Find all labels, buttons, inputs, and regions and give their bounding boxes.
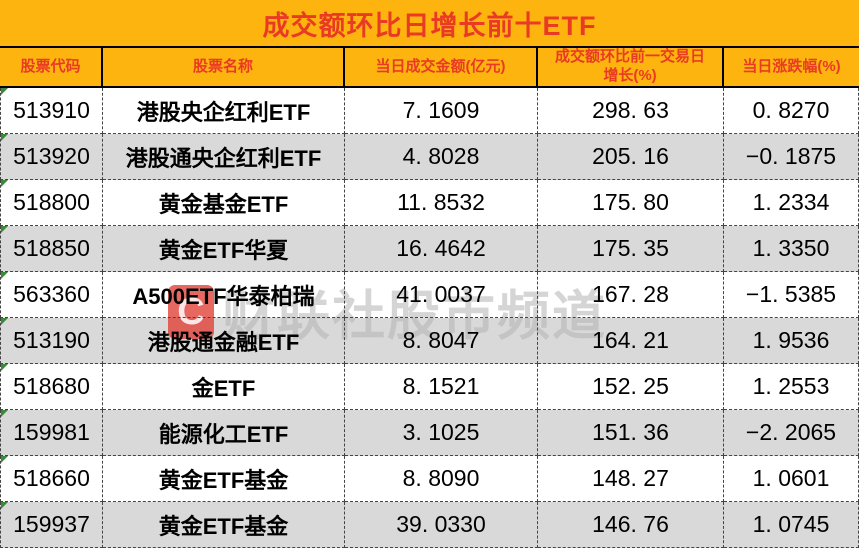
cell-amount: 39. 0330 (345, 502, 538, 548)
cell-change: 1. 0745 (724, 502, 859, 548)
table-row: 563360 A500ETF华泰柏瑞 41. 0037 167. 28 −1. 5385 (0, 272, 859, 318)
cell-amount: 3. 1025 (345, 410, 538, 456)
cell-amount: 8. 8047 (345, 318, 538, 364)
cell-name: 黄金基金ETF (103, 180, 345, 226)
cell-amount: 41. 0037 (345, 272, 538, 318)
table-body: 513910 港股央企红利ETF 7. 1609 298. 63 0. 8270 5139… (0, 88, 859, 548)
table-row: 159981 能源化工ETF 3. 1025 151. 36 −2. 2065 (0, 410, 859, 456)
table-row: 518800 黄金基金ETF 11. 8532 175. 80 1. 2334 (0, 180, 859, 226)
cell-growth: 175. 80 (538, 180, 724, 226)
cell-code: 159981 (0, 410, 103, 456)
column-header-3: 当日成交金额(亿元) (345, 48, 538, 86)
cell-growth: 175. 35 (538, 226, 724, 272)
cell-name: 港股通金融ETF (103, 318, 345, 364)
table-row: 518850 黄金ETF华夏 16. 4642 175. 35 1. 3350 (0, 226, 859, 272)
cell-name: 金ETF (103, 364, 345, 410)
column-header-1: 股票代码 (0, 48, 103, 86)
cell-name: 港股央企红利ETF (103, 88, 345, 134)
cell-change: 1. 3350 (724, 226, 859, 272)
cell-amount: 8. 8090 (345, 456, 538, 502)
cell-code: 518680 (0, 364, 103, 410)
cell-amount: 7. 1609 (345, 88, 538, 134)
cell-amount: 4. 8028 (345, 134, 538, 180)
table-row: 159937 黄金ETF基金 39. 0330 146. 76 1. 0745 (0, 502, 859, 548)
cell-code: 513190 (0, 318, 103, 364)
cell-amount: 8. 1521 (345, 364, 538, 410)
cell-code: 518660 (0, 456, 103, 502)
table-row: 518680 金ETF 8. 1521 152. 25 1. 2553 (0, 364, 859, 410)
cell-code: 518800 (0, 180, 103, 226)
cell-growth: 146. 76 (538, 502, 724, 548)
cell-change: 1. 0601 (724, 456, 859, 502)
cell-name: 黄金ETF基金 (103, 502, 345, 548)
cell-growth: 164. 21 (538, 318, 724, 364)
cell-code: 513910 (0, 88, 103, 134)
table-row: 513910 港股央企红利ETF 7. 1609 298. 63 0. 8270 (0, 88, 859, 134)
cell-amount: 16. 4642 (345, 226, 538, 272)
cell-growth: 167. 28 (538, 272, 724, 318)
cell-name: 黄金ETF华夏 (103, 226, 345, 272)
cell-growth: 148. 27 (538, 456, 724, 502)
cell-change: −1. 5385 (724, 272, 859, 318)
cell-growth: 205. 16 (538, 134, 724, 180)
cell-change: 1. 2553 (724, 364, 859, 410)
cell-growth: 152. 25 (538, 364, 724, 410)
table-header-row: 股票代码 股票名称 当日成交金额(亿元) 成交额环比前一交易日增长(%) 当日涨跌幅(%… (0, 48, 859, 88)
cell-code: 159937 (0, 502, 103, 548)
table-row: 513920 港股通央企红利ETF 4. 8028 205. 16 −0. 1875 (0, 134, 859, 180)
table-row: 518660 黄金ETF基金 8. 8090 148. 27 1. 0601 (0, 456, 859, 502)
cell-name: 能源化工ETF (103, 410, 345, 456)
column-header-5: 当日涨跌幅(%) (742, 57, 841, 75)
cell-change: 1. 9536 (724, 318, 859, 364)
cell-code: 513920 (0, 134, 103, 180)
table-title: 成交额环比日增长前十ETF (0, 0, 859, 48)
cell-growth: 298. 63 (538, 88, 724, 134)
column-header-2: 股票名称 (103, 48, 345, 86)
table-row: 513190 港股通金融ETF 8. 8047 164. 21 1. 9536 (0, 318, 859, 364)
cell-change: 0. 8270 (724, 88, 859, 134)
cell-code: 518850 (0, 226, 103, 272)
cell-amount: 11. 8532 (345, 180, 538, 226)
cell-growth: 151. 36 (538, 410, 724, 456)
cell-change: 1. 2334 (724, 180, 859, 226)
cell-name: 黄金ETF基金 (103, 456, 345, 502)
column-header-4: 成交额环比前一交易日增长(%) (538, 48, 724, 86)
cell-change: −0. 1875 (724, 134, 859, 180)
cell-change: −2. 2065 (724, 410, 859, 456)
cell-name: A500ETF华泰柏瑞 (103, 272, 345, 318)
cell-name: 港股通央企红利ETF (103, 134, 345, 180)
cell-code: 563360 (0, 272, 103, 318)
